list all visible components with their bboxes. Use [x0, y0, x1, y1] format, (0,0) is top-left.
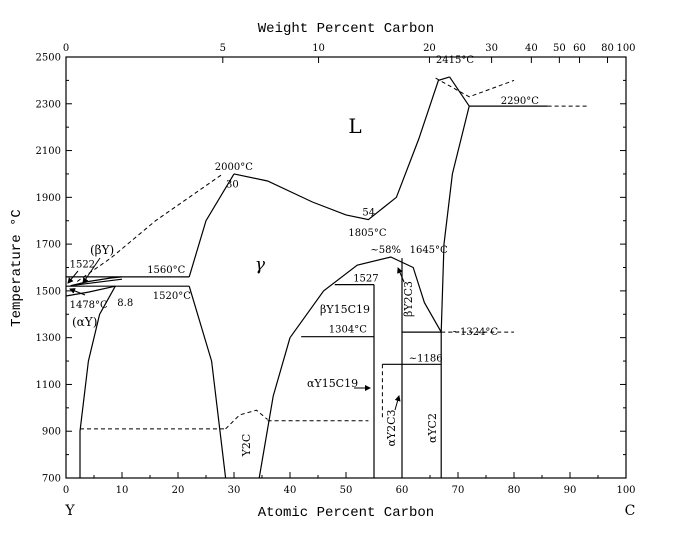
phase-liquid-label: L: [348, 114, 361, 138]
left-tick-label: 2500: [36, 53, 61, 64]
left-tick-label: 2300: [36, 99, 61, 110]
top-tick-label: 20: [423, 43, 436, 54]
bottom-tick-label: 10: [116, 485, 129, 496]
top-tick-label: 60: [573, 43, 586, 54]
left-tick-label: 1300: [36, 333, 61, 344]
temperature-annotation: 30: [226, 180, 239, 191]
bottom-axis: 0 10 20 30 40 50 60 70 80 90 100: [63, 472, 636, 496]
gamma-right-boundary: [440, 105, 470, 333]
bottom-tick-label: 30: [228, 485, 241, 496]
temperature-annotation: ~1324°C: [452, 327, 499, 338]
bottom-tick-label: 20: [172, 485, 185, 496]
element-y-label: Y: [64, 503, 75, 519]
y2c-left: [188, 286, 227, 479]
phase-beta-y-label: (βY): [90, 243, 114, 257]
temperature-annotations: 2415°C 2290°C 2000°C 30 54 1805°C ~58% 1645°C 15…: [70, 55, 540, 364]
left-tick-label: 1100: [36, 380, 61, 391]
arrow-beta-y: [82, 257, 101, 284]
temperature-annotation: 1478°C: [70, 300, 108, 311]
bottom-tick-label: 60: [396, 485, 409, 496]
arrow-1522: [67, 270, 79, 284]
liquidus-right: [449, 76, 470, 107]
gamma-left-liquidus: [188, 173, 235, 278]
phase-beta-y15c19-label: βY15C19: [320, 303, 370, 316]
left-tick-label: 1700: [36, 240, 61, 251]
top-tick-label: 10: [312, 43, 325, 54]
y2c-right: [258, 337, 291, 479]
temperature-annotation: 54: [362, 208, 375, 219]
phase-beta-y2c3-label: βY2C3: [402, 281, 415, 317]
dashed-liquidus: [76, 173, 224, 282]
top-tick-label: 80: [601, 43, 614, 54]
top-axis: 0 5 10 20 30 40 50 60 80 100: [63, 43, 636, 63]
bottom-axis-title: Atomic Percent Carbon: [258, 505, 434, 521]
left-tick-label: 900: [42, 427, 61, 438]
phase-alpha-y-label: (αY): [72, 315, 97, 329]
arrow-beta-y2c3: [397, 267, 405, 283]
right-axis: [620, 56, 626, 479]
top-tick-label: 0: [63, 43, 69, 54]
left-axis: 700 900 1100 1300 1500 1700 1900 2100 2300 2500: [36, 53, 72, 485]
bottom-tick-label: 50: [340, 485, 353, 496]
bottom-tick-label: 100: [616, 485, 635, 496]
top-tick-label: 30: [485, 43, 498, 54]
arrow-alpha-y2c3: [394, 395, 401, 411]
solidus-left: [70, 278, 123, 287]
temperature-annotation: 1527: [353, 274, 378, 285]
temperature-annotation: 2290°C: [501, 96, 539, 107]
temperature-annotation: 1560°C: [147, 265, 185, 276]
gamma-upper-dome: [289, 256, 442, 339]
bottom-tick-label: 40: [284, 485, 297, 496]
temperature-annotation: ~1186: [409, 353, 443, 364]
y-axis-title: Temperature °C: [9, 209, 25, 327]
temperature-annotation: 8.8: [117, 298, 133, 309]
element-c-label: C: [625, 503, 636, 519]
left-tick-label: 1900: [36, 193, 61, 204]
phase-boundaries: [65, 76, 587, 479]
alpha-solvus: [79, 285, 116, 478]
left-tick-label: 1500: [36, 286, 61, 297]
bottom-tick-label: 80: [508, 485, 521, 496]
dashed-y2c-dome: [225, 409, 268, 430]
phase-alpha-y15c19-label: αY15C19: [307, 377, 358, 390]
top-tick-label: 40: [525, 43, 538, 54]
arrow-1478: [69, 288, 86, 296]
left-tick-label: 700: [42, 474, 61, 485]
liquidus-dome: [233, 76, 450, 221]
dashed-2415: [435, 77, 515, 98]
temperature-annotation: 2415°C: [436, 55, 474, 66]
phase-gamma-label: γ: [255, 255, 266, 275]
bottom-tick-label: 70: [452, 485, 465, 496]
phase-alpha-y2c3-label: αY2C3: [385, 409, 398, 446]
temperature-annotation: 1304°C: [329, 325, 367, 336]
top-tick-label: 50: [553, 43, 566, 54]
temperature-annotation: ~58%: [370, 245, 401, 256]
top-tick-label: 5: [220, 43, 226, 54]
top-tick-label: 100: [616, 43, 635, 54]
temperature-annotation: 1805°C: [348, 228, 386, 239]
temperature-annotation: 1522: [70, 260, 95, 271]
top-axis-title: Weight Percent Carbon: [258, 21, 434, 37]
bottom-tick-label: 0: [63, 485, 69, 496]
alpha-beta-left: [65, 285, 116, 297]
bottom-tick-label: 90: [564, 485, 577, 496]
phase-alpha-yc2-label: αYC2: [426, 413, 439, 443]
phase-y2c-label: Y2C: [240, 434, 253, 458]
temperature-annotation: 1645°C: [410, 245, 448, 256]
left-tick-label: 2100: [36, 146, 61, 157]
temperature-annotation: 2000°C: [215, 162, 253, 173]
temperature-annotation: 1520°C: [153, 291, 191, 302]
